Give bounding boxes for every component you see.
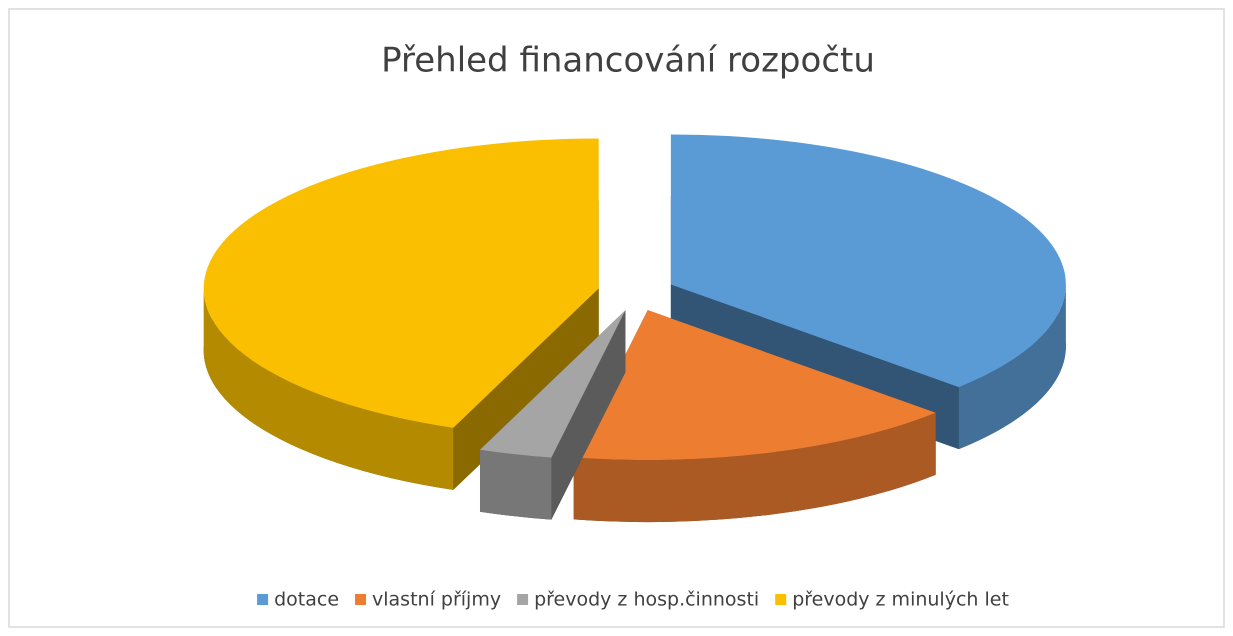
legend-label: převody z minulých let [792, 589, 1009, 611]
slice [203, 138, 599, 428]
legend-swatch [517, 594, 529, 605]
slice [479, 310, 626, 458]
slice-side [958, 284, 1066, 450]
legend-label: převody z hosp.činnosti [534, 589, 759, 611]
legend-swatch [775, 594, 787, 605]
legend-swatch [257, 594, 269, 605]
legend-label: vlastní příjmy [372, 589, 501, 611]
legend-swatch [355, 594, 367, 605]
slice-side [573, 412, 936, 523]
slice-side [203, 288, 454, 490]
slice [479, 310, 626, 520]
slice [203, 138, 599, 490]
slice-side [479, 449, 552, 520]
chart-title: Přehled financování rozpočtu [381, 41, 875, 81]
legend-label: dotace [274, 589, 339, 611]
slice [573, 310, 936, 461]
slice [573, 310, 936, 523]
slice-wall [453, 288, 599, 490]
pie [203, 134, 1066, 523]
slice [670, 134, 1066, 388]
legend: dotace vlastní příjmy převody z hosp.činno… [257, 589, 1009, 611]
